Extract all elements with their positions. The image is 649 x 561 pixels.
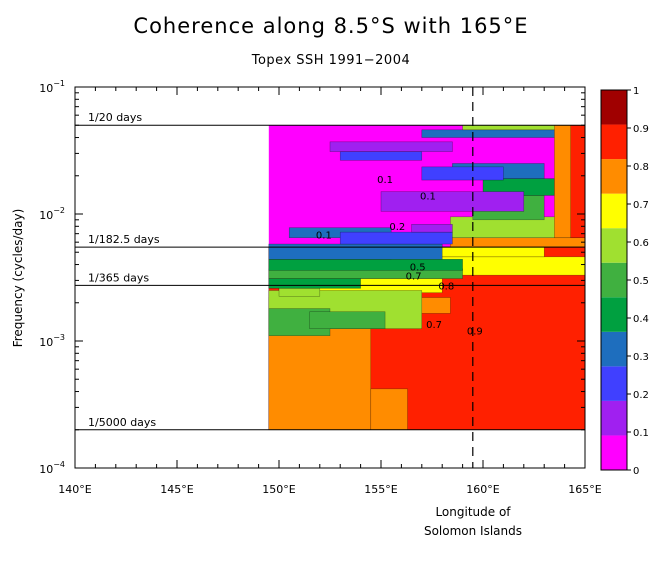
colorbar-tick-label-0: 0 (633, 466, 639, 477)
chart-title: Coherence along 8.5°S with 165°E (133, 14, 528, 38)
colorbar-tick-label-1: 0.1 (633, 428, 649, 439)
coherence-cell-21 (339, 231, 453, 245)
coherence-cell-2 (370, 388, 408, 431)
x-tick-label-1: 145°E (160, 483, 193, 496)
colorbar-swatch-3 (601, 331, 627, 367)
colorbar-swatch-9 (601, 124, 627, 160)
x-tick-label-0: 140°E (58, 483, 91, 496)
colorbar-tick-label-5: 0.5 (633, 276, 649, 287)
coherence-cell-22 (421, 166, 504, 181)
contour-label-8: 0.9 (467, 327, 483, 338)
contour-label-1: 0.2 (389, 222, 405, 233)
x-tick-label-4: 160°E (466, 483, 499, 496)
x-tick-label-2: 150°E (262, 483, 295, 496)
colorbar-swatch-1 (601, 400, 627, 436)
coherence-cell-23 (339, 151, 423, 161)
colorbar-swatch-2 (601, 366, 627, 401)
chart-subtitle: Topex SSH 1991−2004 (251, 53, 411, 68)
coherence-cell-24 (380, 191, 525, 212)
colorbar-swatch-10 (601, 90, 627, 125)
contour-label-5: 0.7 (406, 271, 422, 282)
contour-label-7: 0.7 (426, 320, 442, 331)
coherence-cell-10 (278, 288, 321, 297)
coherence-cell-18 (268, 243, 443, 260)
x-axis-label-line-1: Longitude of (435, 505, 511, 519)
colorbar-tick-label-3: 0.3 (633, 352, 649, 363)
reference-line-label-1: 1/182.5 days (88, 233, 160, 246)
coherence-cell-4 (450, 237, 586, 248)
coherence-cell-7 (425, 246, 545, 258)
colorbar-swatch-4 (601, 297, 627, 332)
coherence-cell-15 (268, 259, 463, 271)
colorbar-tick-label-2: 0.2 (633, 390, 649, 401)
contour-label-0: 0.1 (377, 175, 393, 186)
x-axis-label-line-2: Solomon Islands (424, 524, 522, 538)
colorbar-tick-label-9: 0.9 (633, 124, 649, 135)
y-tick-label-2: 10−3 (39, 333, 65, 349)
contour-label-3: 0.1 (420, 192, 436, 203)
x-tick-label-3: 155°E (364, 483, 397, 496)
colorbar-swatch-0 (601, 435, 627, 470)
colorbar-tick-label-4: 0.4 (633, 314, 649, 325)
y-tick-label-3: 10−4 (39, 460, 65, 476)
coherence-cell-25 (329, 141, 453, 152)
contour-label-2: 0.1 (316, 231, 332, 242)
colorbar-tick-label-10: 1 (633, 86, 639, 97)
colorbar-swatch-8 (601, 159, 627, 194)
reference-line-label-3: 1/5000 days (88, 416, 156, 429)
coherence-cell-17 (268, 278, 361, 289)
colorbar-tick-label-6: 0.6 (633, 238, 649, 249)
coherence-cell-30 (570, 124, 586, 239)
colorbar-swatch-7 (601, 193, 627, 229)
plot-area: 0.10.20.10.10.50.70.80.70.91/20 days1/18… (39, 79, 602, 496)
coherence-cell-26 (411, 224, 453, 233)
coherence-cell-12 (309, 311, 386, 329)
y-tick-label-0: 10−1 (39, 79, 65, 95)
plot-frame (74, 86, 586, 469)
y-tick-label-1: 10−2 (39, 206, 65, 222)
colorbar: 0 0.1 0.2 0.3 0.4 0.5 0.6 0.7 0.8 0.9 1 (600, 86, 649, 477)
x-tick-label-5: 165°E (568, 483, 601, 496)
colorbar-swatch-6 (601, 228, 627, 263)
contour-label-4: 0.5 (410, 262, 426, 273)
colorbar-tick-label-8: 0.8 (633, 162, 649, 173)
y-axis-label: Frequency (cycles/day) (11, 209, 25, 348)
colorbar-swatch-5 (601, 262, 627, 298)
contour-label-6: 0.8 (438, 281, 454, 292)
reference-line-label-0: 1/20 days (88, 111, 142, 124)
reference-line-label-2: 1/365 days (88, 271, 149, 284)
colorbar-tick-label-7: 0.7 (633, 200, 649, 211)
